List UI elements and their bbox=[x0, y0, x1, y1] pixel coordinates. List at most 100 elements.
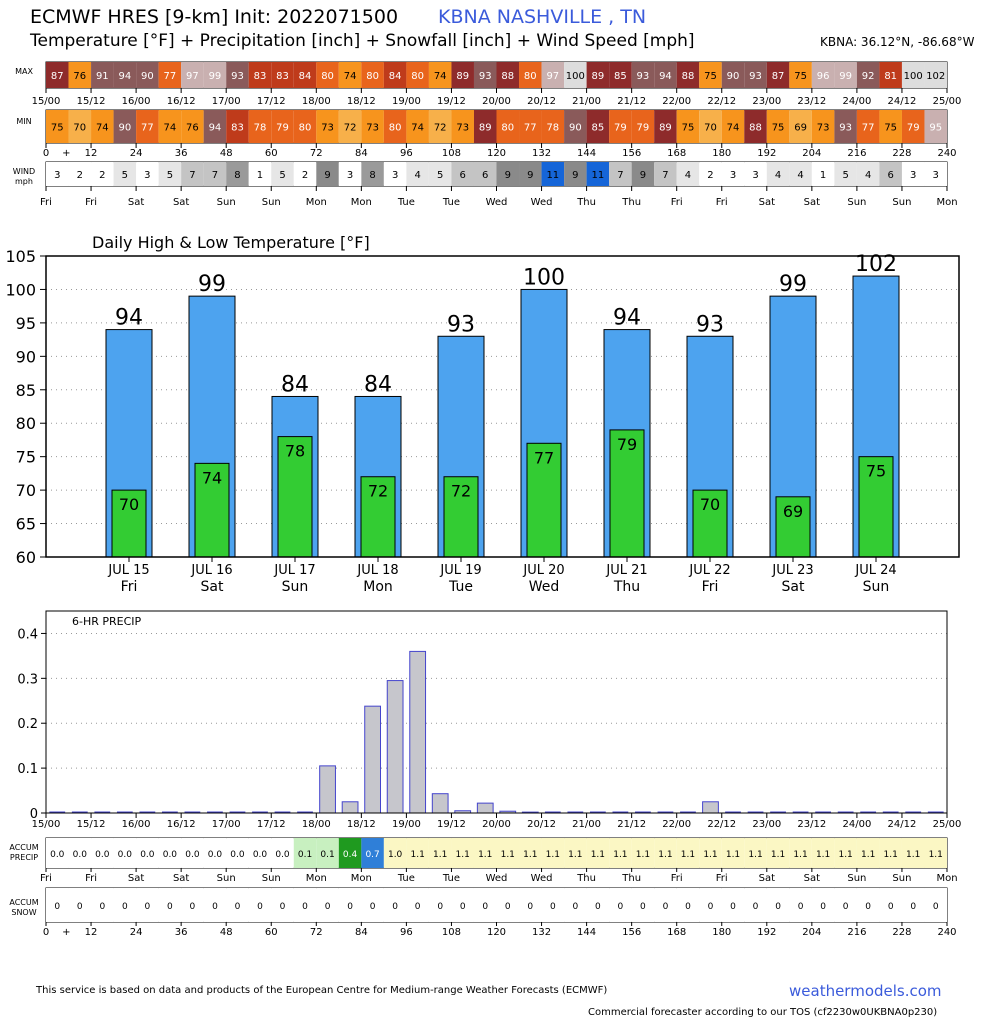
max-temp-cell bbox=[158, 62, 182, 88]
max-temp-cell bbox=[519, 62, 542, 88]
wind-speed-cell bbox=[564, 162, 587, 186]
min-temp-cell bbox=[383, 110, 407, 143]
min-temp-value: 89 bbox=[659, 123, 672, 134]
min-temp-cell bbox=[654, 110, 677, 143]
site-link[interactable]: weathermodels.com bbox=[789, 982, 942, 1000]
min-temp-value: 79 bbox=[907, 123, 920, 134]
wind-speed-cell bbox=[676, 162, 700, 186]
day-axis-label: Tue bbox=[397, 197, 415, 208]
accum-snow-cell bbox=[654, 888, 677, 922]
max-temp-value: 83 bbox=[276, 71, 289, 82]
hour-axis-label: 24 bbox=[130, 148, 143, 159]
max-temp-cell bbox=[361, 62, 384, 88]
time-axis-label: 15/00 bbox=[32, 96, 61, 107]
accum-precip-cell bbox=[856, 838, 880, 868]
accum-snow-cell bbox=[631, 888, 655, 922]
accum-snow-cell bbox=[293, 888, 317, 922]
min-temp-cell bbox=[68, 110, 92, 143]
day-axis-label: Mon bbox=[351, 197, 372, 208]
wind-speed-cell bbox=[473, 162, 497, 186]
hour-axis-label: 72 bbox=[310, 148, 323, 159]
min-temp-cell bbox=[158, 110, 182, 143]
day-axis-label: Sun bbox=[892, 197, 911, 208]
accum-snow-cell bbox=[924, 888, 947, 922]
max-temp-value: 91 bbox=[96, 71, 109, 82]
hour-axis-label: 60 bbox=[265, 148, 278, 159]
accum-day-label: Mon bbox=[306, 873, 327, 884]
accum-snow-value: 0 bbox=[190, 902, 196, 912]
max-temp-value: 90 bbox=[727, 71, 740, 82]
temp-x-label: JUL 18 bbox=[356, 563, 398, 578]
temp-y-tick-label: 60 bbox=[16, 548, 36, 567]
min-temp-value: 93 bbox=[839, 123, 852, 134]
wind-speed-value: 3 bbox=[347, 170, 353, 181]
wind-speed-cell bbox=[91, 162, 114, 186]
accum-day-label: Wed bbox=[531, 873, 553, 884]
accum-precip-value: 1.1 bbox=[703, 850, 717, 860]
max-temp-value: 74 bbox=[344, 71, 357, 82]
max-temp-cell bbox=[901, 62, 925, 88]
max-temp-value: 83 bbox=[254, 71, 267, 82]
max-temp-value: 90 bbox=[141, 71, 154, 82]
accum-snow-value: 0 bbox=[347, 902, 353, 912]
hour-axis-label: + bbox=[62, 148, 70, 159]
wind-speed-cell bbox=[541, 162, 565, 186]
max-temp-value: 81 bbox=[884, 71, 897, 82]
wind-speed-cell bbox=[383, 162, 407, 186]
accum-precip-cell bbox=[699, 838, 722, 868]
accum-precip-value: 1.1 bbox=[613, 850, 627, 860]
accum-snow-value: 0 bbox=[708, 902, 714, 912]
min-temp-value: 73 bbox=[366, 123, 379, 134]
wind-speed-value: 9 bbox=[572, 170, 578, 181]
hour-axis-label: 228 bbox=[892, 148, 911, 159]
min-temp-value: 72 bbox=[344, 123, 357, 134]
accum-hour-label: 72 bbox=[310, 927, 323, 938]
accum-precip-value: 1.1 bbox=[816, 850, 830, 860]
temp-x-label: JUL 15 bbox=[107, 563, 149, 578]
day-axis-label: Sat bbox=[173, 197, 189, 208]
low-temp-label: 69 bbox=[783, 502, 803, 521]
accum-precip-value: 0.0 bbox=[140, 850, 155, 860]
max-temp-value: 80 bbox=[366, 71, 379, 82]
wind-speed-value: 7 bbox=[212, 170, 218, 181]
min-temp-value: 78 bbox=[254, 123, 267, 134]
temp-day-label: Thu bbox=[613, 579, 640, 595]
accum-precip-value: 1.1 bbox=[726, 850, 740, 860]
accum-day-label: Tue bbox=[397, 873, 415, 884]
accum-hour-label: + bbox=[62, 927, 70, 938]
low-temp-label: 70 bbox=[119, 495, 139, 514]
temp-y-tick-label: 85 bbox=[16, 381, 36, 400]
min-temp-value: 73 bbox=[456, 123, 469, 134]
time-axis-label: 21/12 bbox=[617, 96, 646, 107]
accum-precip-cell bbox=[924, 838, 947, 868]
accum-precip-value: 0.0 bbox=[185, 850, 200, 860]
accum-precip-cell bbox=[564, 838, 587, 868]
accum-precip-cell bbox=[676, 838, 700, 868]
max-temp-value: 85 bbox=[614, 71, 627, 82]
wind-speed-value: 2 bbox=[302, 170, 308, 181]
max-temp-value: 80 bbox=[321, 71, 334, 82]
accum-precip-cell bbox=[834, 838, 857, 868]
min-temp-value: 78 bbox=[546, 123, 559, 134]
min-temp-value: 77 bbox=[862, 123, 875, 134]
accum-precip-cell bbox=[428, 838, 452, 868]
wind-speed-value: 3 bbox=[910, 170, 916, 181]
wind-speed-cell bbox=[609, 162, 632, 186]
max-temp-value: 77 bbox=[164, 71, 177, 82]
accum-snow-cell bbox=[699, 888, 722, 922]
temp-y-tick-label: 95 bbox=[16, 314, 36, 333]
hour-axis-label: 216 bbox=[847, 148, 866, 159]
temp-day-label: Fri bbox=[702, 579, 719, 595]
accum-hour-label: 24 bbox=[130, 927, 143, 938]
accum-precip-value: 1.1 bbox=[568, 850, 582, 860]
precip-x-label: 21/00 bbox=[572, 819, 601, 830]
max-temp-cell bbox=[271, 62, 294, 88]
wind-speed-cell bbox=[654, 162, 677, 186]
wind-speed-cell bbox=[586, 162, 610, 186]
min-temp-cell bbox=[226, 110, 249, 143]
precip-y-tick-label: 0.1 bbox=[17, 762, 38, 777]
min-temp-cell bbox=[856, 110, 880, 143]
accum-day-label: Sun bbox=[847, 873, 866, 884]
max-temp-cell bbox=[203, 62, 227, 88]
max-temp-cell bbox=[631, 62, 655, 88]
